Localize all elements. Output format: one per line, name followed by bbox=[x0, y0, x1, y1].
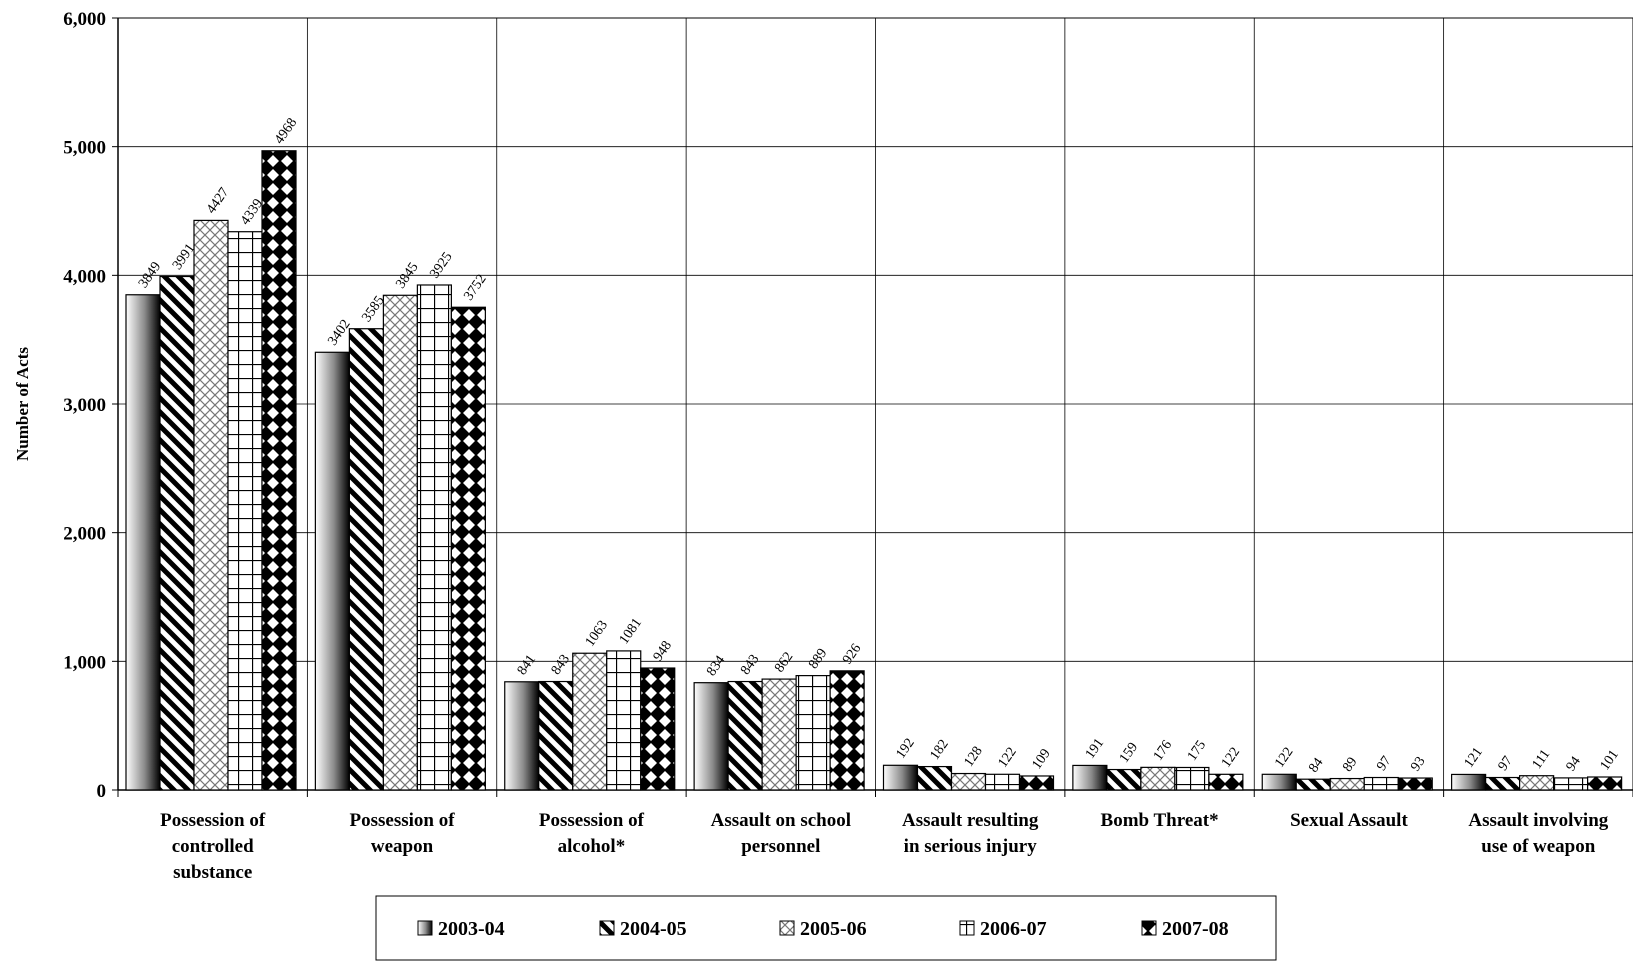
category-label: Assault on school bbox=[711, 810, 851, 831]
legend-swatch bbox=[779, 920, 795, 936]
bar bbox=[761, 678, 797, 791]
bar bbox=[504, 681, 540, 791]
category-label: substance bbox=[173, 862, 252, 883]
category-label: weapon bbox=[371, 836, 434, 857]
legend-label: 2006-07 bbox=[980, 918, 1047, 940]
y-tick-label: 5,000 bbox=[63, 138, 106, 159]
y-tick-label: 2,000 bbox=[63, 524, 106, 545]
bar bbox=[882, 764, 919, 791]
bar bbox=[829, 670, 865, 791]
bar bbox=[193, 219, 229, 791]
legend: 2003-04 2004-05 2005-06 2006-07 2007-08 bbox=[375, 895, 1277, 961]
y-axis-title: Number of Acts bbox=[13, 347, 32, 461]
legend-label: 2004-05 bbox=[620, 918, 687, 940]
bar bbox=[1106, 768, 1142, 791]
bar bbox=[314, 351, 350, 791]
bar bbox=[1295, 778, 1331, 791]
bar bbox=[727, 680, 763, 791]
bar bbox=[1174, 766, 1210, 791]
bar bbox=[984, 773, 1021, 791]
legend-swatch bbox=[417, 920, 433, 936]
category-label: Possession of bbox=[539, 810, 645, 831]
category-label: controlled bbox=[172, 836, 254, 857]
bar bbox=[227, 231, 263, 791]
bar bbox=[606, 650, 642, 791]
bar bbox=[1018, 775, 1055, 791]
category-label: in serious injury bbox=[904, 836, 1038, 857]
y-tick-label: 3,000 bbox=[63, 395, 106, 416]
bar bbox=[572, 652, 608, 791]
bar bbox=[1363, 776, 1399, 791]
legend-swatch bbox=[599, 920, 615, 936]
category-label: personnel bbox=[741, 836, 820, 857]
bar bbox=[916, 765, 953, 791]
bar bbox=[1397, 777, 1433, 791]
bar bbox=[795, 675, 831, 791]
category-label: use of weapon bbox=[1481, 836, 1595, 857]
bar bbox=[261, 150, 297, 791]
legend-label: 2005-06 bbox=[800, 918, 867, 940]
bar bbox=[640, 667, 676, 791]
legend-swatch bbox=[959, 920, 975, 936]
bar bbox=[125, 294, 161, 791]
bar bbox=[693, 682, 729, 791]
bar bbox=[416, 284, 452, 791]
category-label: Assault involving bbox=[1468, 810, 1608, 831]
y-tick-label: 0 bbox=[97, 781, 107, 802]
bar bbox=[1587, 776, 1623, 791]
bar bbox=[1140, 766, 1176, 791]
bar bbox=[1329, 777, 1365, 791]
bar bbox=[538, 680, 574, 791]
category-label: Possession of bbox=[160, 810, 266, 831]
bars bbox=[125, 150, 1623, 791]
bar bbox=[1261, 773, 1297, 791]
category-label: Sexual Assault bbox=[1290, 810, 1408, 831]
category-label: Assault resulting bbox=[902, 810, 1039, 831]
legend-label: 2007-08 bbox=[1162, 918, 1229, 940]
legend-box bbox=[375, 895, 1277, 961]
category-label: Possession of bbox=[350, 810, 456, 831]
bar bbox=[382, 294, 418, 791]
y-tick-label: 4,000 bbox=[63, 266, 106, 287]
axis-text: 0 1,000 2,000 3,000 4,000 5,000 6,000 Number of… bbox=[13, 9, 1609, 883]
category-label: Bomb Threat* bbox=[1101, 810, 1219, 831]
y-tick-label: 1,000 bbox=[63, 652, 106, 673]
bar bbox=[1519, 775, 1555, 791]
bar bbox=[348, 328, 384, 791]
bar bbox=[159, 275, 195, 791]
bar bbox=[1451, 773, 1487, 791]
legend-swatch bbox=[1141, 920, 1157, 936]
bar bbox=[1553, 777, 1589, 791]
bar bbox=[1208, 773, 1244, 791]
bar bbox=[950, 772, 987, 791]
legend-label: 2003-04 bbox=[438, 918, 505, 940]
bar bbox=[1485, 776, 1521, 791]
bar bbox=[450, 306, 486, 791]
bar bbox=[1072, 764, 1108, 791]
y-tick-label: 6,000 bbox=[63, 9, 106, 30]
category-label: alcohol* bbox=[558, 836, 626, 857]
